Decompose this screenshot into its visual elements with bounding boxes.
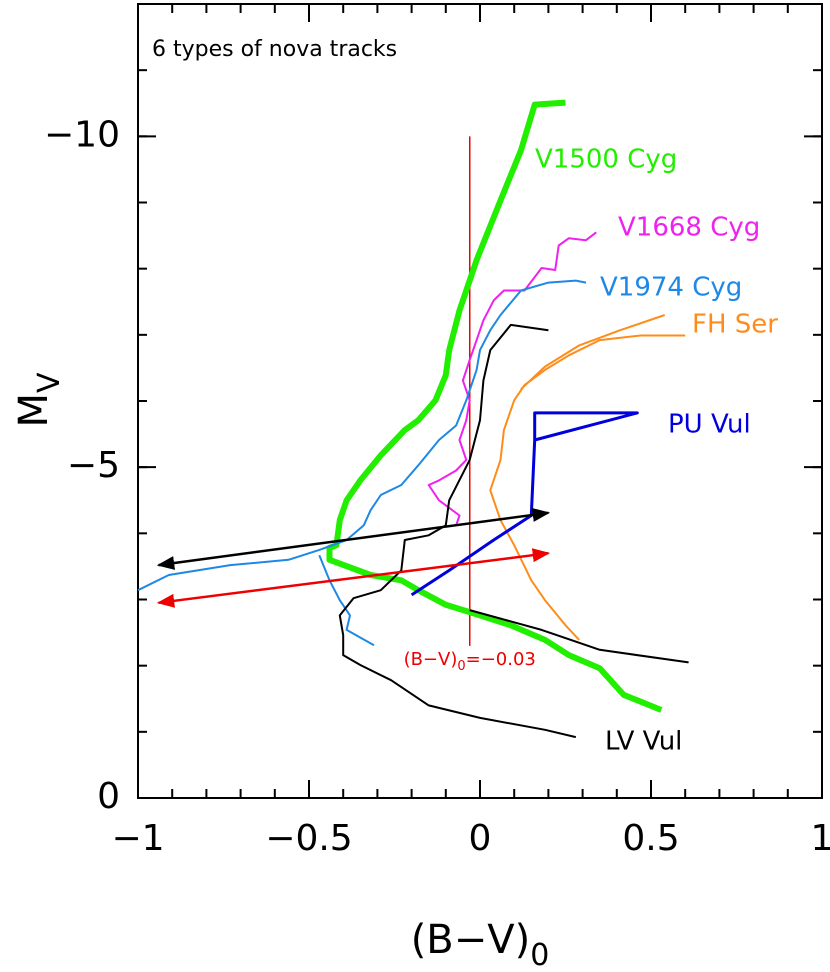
reference-label-sub: 0 <box>457 658 465 673</box>
series-line <box>137 279 587 647</box>
x-tick-label: −0.5 <box>265 818 352 859</box>
series-label: V1668 Cyg <box>618 213 760 243</box>
series-label: V1974 Cyg <box>600 273 742 303</box>
y-axis-label-sub: V <box>32 372 67 393</box>
reference-label-main: (B−V) <box>404 649 458 670</box>
y-tick-label: −5 <box>67 445 120 486</box>
series-line <box>489 314 686 641</box>
x-tick-label: 0.5 <box>622 818 679 859</box>
plot-frame <box>137 3 823 799</box>
y-axis-label-main: M <box>11 393 57 428</box>
arrow <box>156 548 551 608</box>
y-axis-label: MV <box>11 372 67 428</box>
x-tick-label: 1 <box>811 818 830 859</box>
y-tick-label: −10 <box>44 114 120 155</box>
x-axis-label-sub: 0 <box>530 938 549 972</box>
chart-title: 6 types of nova tracks <box>152 37 397 62</box>
series-label: V1500 Cyg <box>535 145 677 175</box>
x-tick-label: −1 <box>111 818 164 859</box>
series-line <box>427 231 597 526</box>
series-line <box>338 323 689 739</box>
series-label: LV Vul <box>605 727 682 757</box>
x-axis-label-main: (B−V) <box>411 917 531 963</box>
series-label: FH Ser <box>692 310 778 340</box>
x-tick-label: 0 <box>469 818 492 859</box>
series-line <box>326 99 663 713</box>
arrow <box>156 507 551 570</box>
reference-label: (B−V)0=−0.03 <box>404 649 536 674</box>
x-axis-label: (B−V)0 <box>411 917 550 972</box>
reference-label-suffix: =−0.03 <box>466 649 536 670</box>
y-tick-label: 0 <box>97 776 120 817</box>
series-label: PU Vul <box>668 410 751 440</box>
